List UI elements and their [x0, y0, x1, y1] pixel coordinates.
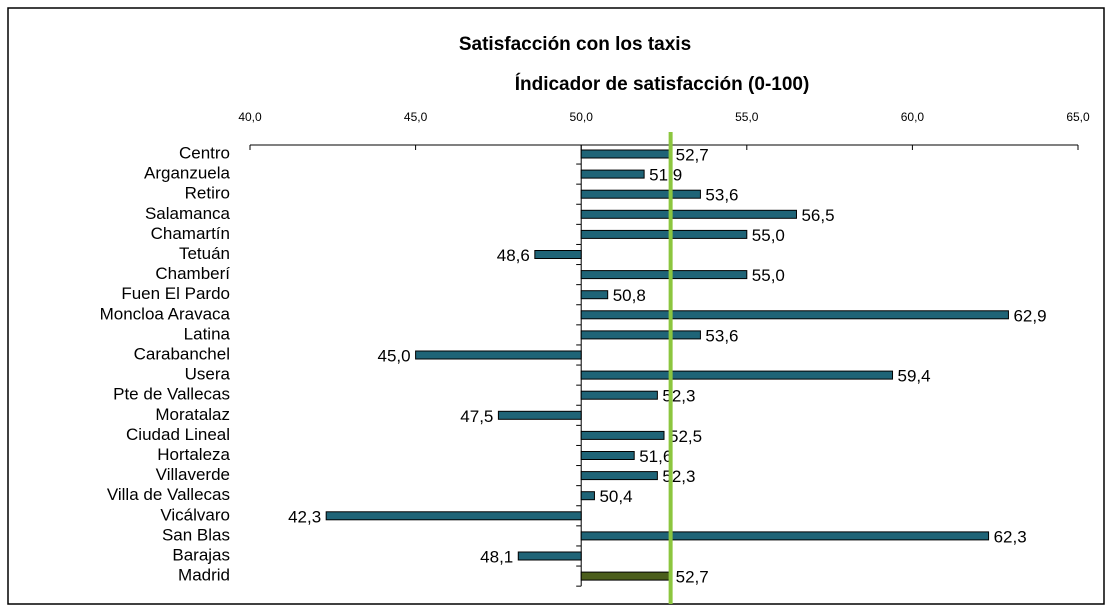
chart-frame: [7, 7, 1105, 605]
value-label: 52,5: [669, 427, 702, 446]
y-tick-label: Tetuán: [179, 244, 230, 263]
chart-subtitle: Índicador de satisfacción (0-100): [515, 73, 810, 95]
value-label: 55,0: [752, 266, 785, 285]
value-label: 55,0: [752, 226, 785, 245]
y-tick-label: San Blas: [162, 525, 230, 544]
bar: [580, 451, 635, 460]
y-tick-label: Centro: [179, 143, 230, 162]
x-tick-label: 60,0: [901, 110, 925, 124]
bar: [534, 250, 582, 259]
y-tick-label: Ciudad Lineal: [126, 425, 230, 444]
y-tick-label: Usera: [185, 365, 231, 384]
y-tick-label: Vicálvaro: [160, 505, 230, 524]
value-label: 50,4: [599, 487, 632, 506]
bar: [580, 310, 1009, 320]
bar: [580, 209, 797, 219]
x-tick-label: 40,0: [238, 110, 262, 124]
bar: [580, 430, 665, 440]
bar: [325, 511, 582, 521]
bar: [580, 531, 990, 541]
value-label: 50,8: [613, 286, 646, 305]
y-tick-label: Hortaleza: [157, 445, 230, 464]
y-tick-label: Latina: [184, 324, 231, 343]
value-label: 52,3: [662, 387, 695, 406]
bar: [517, 551, 582, 561]
y-tick-label: Fuen El Pardo: [121, 284, 230, 303]
y-tick-label: Moratalaz: [155, 405, 230, 424]
x-tick-label: 45,0: [404, 110, 428, 124]
y-tick-label: Villaverde: [156, 465, 230, 484]
bar: [497, 410, 582, 420]
value-label: 51,9: [649, 166, 682, 185]
bar: [580, 390, 658, 400]
bar: [580, 471, 658, 481]
y-tick-label: Salamanca: [145, 204, 231, 223]
value-label: 45,0: [378, 346, 411, 365]
value-label: 62,3: [994, 527, 1027, 546]
value-label: 48,1: [480, 547, 513, 566]
y-tick-label: Carabanchel: [134, 344, 230, 363]
y-tick-label: Chamartín: [151, 224, 230, 243]
bar: [580, 491, 595, 501]
value-label: 42,3: [288, 507, 321, 526]
bar: [580, 149, 672, 159]
x-tick-label: 65,0: [1066, 110, 1090, 124]
y-tick-label: Moncloa Aravaca: [100, 304, 231, 323]
x-tick-label: 50,0: [570, 110, 594, 124]
bar: [580, 290, 609, 300]
bar: [580, 229, 748, 239]
y-tick-label: Madrid: [178, 566, 230, 585]
bar: [580, 189, 701, 199]
bar: [415, 350, 582, 360]
y-tick-label: Pte de Vallecas: [113, 385, 230, 404]
chart-title: Satisfacción con los taxis: [459, 34, 691, 55]
value-label: 56,5: [801, 206, 834, 225]
bar: [580, 270, 748, 280]
y-tick-label: Arganzuela: [144, 164, 231, 183]
value-label: 59,4: [898, 367, 931, 386]
value-label: 52,7: [676, 145, 709, 164]
y-tick-label: Chamberí: [155, 264, 230, 283]
value-label: 51,6: [639, 447, 672, 466]
value-label: 53,6: [705, 186, 738, 205]
bar: [580, 370, 894, 380]
bar: [580, 330, 701, 340]
y-tick-label: Villa de Vallecas: [107, 485, 230, 504]
value-label: 62,9: [1013, 306, 1046, 325]
value-label: 52,7: [676, 568, 709, 587]
value-label: 47,5: [460, 407, 493, 426]
bar: [580, 571, 672, 581]
bar: [580, 169, 645, 179]
y-tick-label: Retiro: [185, 184, 230, 203]
y-tick-label: Barajas: [172, 545, 230, 564]
value-label: 53,6: [705, 326, 738, 345]
x-tick-label: 55,0: [735, 110, 759, 124]
value-label: 52,3: [662, 467, 695, 486]
value-label: 48,6: [497, 246, 530, 265]
